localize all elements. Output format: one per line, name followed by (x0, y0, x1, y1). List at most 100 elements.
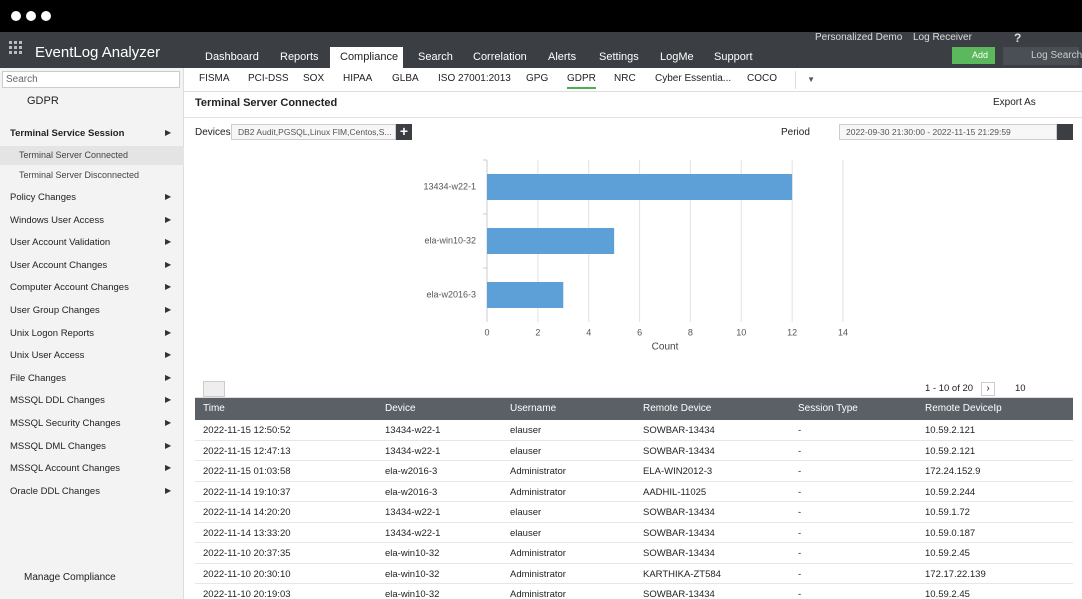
subtab[interactable]: PCI-DSS (248, 73, 289, 84)
column-header[interactable]: Remote Device (643, 403, 712, 414)
sidebar-section[interactable]: Oracle DDL Changes (10, 485, 100, 497)
table-cell: ELA-WIN2012-3 (643, 466, 713, 477)
export-as[interactable]: Export As (993, 97, 1036, 108)
table-row[interactable] (195, 502, 1073, 523)
sidebar-section[interactable]: MSSQL DML Changes (10, 440, 106, 452)
sidebar-section[interactable]: Windows User Access (10, 214, 104, 226)
sidebar-section[interactable]: MSSQL Account Changes (10, 463, 121, 475)
sidebar-back-title[interactable]: GDPR (27, 95, 59, 107)
add-button[interactable]: Add (952, 47, 995, 64)
table-row[interactable] (195, 461, 1073, 482)
table-cell: 2022-11-15 12:47:13 (203, 445, 291, 457)
sidebar-section[interactable]: MSSQL Security Changes (10, 418, 121, 429)
sidebar-section[interactable]: Policy Changes (10, 192, 77, 203)
devices-input[interactable] (231, 124, 396, 140)
nav-tab[interactable]: Search (418, 51, 453, 63)
table-row[interactable] (195, 441, 1073, 461)
subtab[interactable]: Cyber Essentia... (655, 73, 732, 84)
sidebar-section[interactable]: User Group Changes (10, 305, 100, 316)
bar (487, 228, 615, 254)
devices-label: Devices (195, 127, 231, 138)
y-tick-label: ela-w2016-3 (426, 289, 476, 299)
help[interactable]: ? (1014, 31, 1022, 45)
sidebar-section[interactable]: User Account Changes (10, 259, 108, 271)
nav-tab[interactable]: Compliance (340, 51, 399, 63)
log-receiver[interactable]: Log Receiver (913, 32, 972, 43)
table-cell: elauser (510, 425, 542, 436)
table-cell: ela-w2016-3 (385, 466, 438, 477)
sidebar-arrow: ▶ (165, 214, 172, 224)
subtab[interactable]: SOX (303, 73, 325, 84)
nav-tab[interactable]: LogMe (660, 51, 694, 63)
period-input[interactable] (839, 124, 1057, 140)
sidebar-section[interactable]: User Account Validation (10, 237, 111, 249)
subtab[interactable]: ISO 27001:2013 (438, 73, 511, 84)
sidebar-section[interactable]: Unix Logon Reports (10, 327, 94, 339)
table-cell: - (798, 527, 802, 539)
sidebar-section[interactable]: Computer Account Changes (10, 282, 129, 294)
sidebar-section[interactable]: MSSQL DDL Changes (10, 395, 105, 407)
table-cell: 13434-w22-1 (385, 425, 441, 436)
table-cell: - (798, 425, 802, 436)
sidebar-search[interactable] (2, 71, 180, 88)
next-page-button[interactable]: › (981, 382, 995, 396)
sidebar-section[interactable]: File Changes (10, 372, 66, 384)
personalized-demo[interactable]: Personalized Demo (815, 32, 903, 43)
nav-tab[interactable]: Correlation (473, 51, 527, 63)
x-tick-label: 8 (688, 327, 693, 337)
table-row[interactable] (195, 564, 1073, 584)
nav-tab[interactable]: Dashboard (205, 51, 259, 63)
nav-tab[interactable]: Reports (280, 51, 319, 63)
period-label: Period (781, 127, 810, 138)
pagination[interactable]: 1 - 10 of 20 (925, 383, 974, 394)
page-size[interactable]: 10 (1015, 383, 1026, 394)
nav-tab[interactable]: Settings (599, 51, 639, 63)
subtab[interactable]: HIPAA (343, 73, 373, 84)
table-cell: 13434-w22-1 (385, 445, 441, 457)
table-row[interactable] (195, 523, 1073, 543)
sidebar-search-placeholder[interactable]: Search (6, 74, 38, 85)
nav-tab[interactable]: Alerts (548, 51, 577, 63)
sidebar-arrow: ▶ (165, 128, 172, 137)
table-cell: 10.59.0.187 (925, 527, 976, 539)
table-cell: 10.59.2.45 (925, 548, 970, 559)
table-cell: - (798, 568, 802, 580)
sidebar-sub-item[interactable]: Terminal Server Disconnected (19, 170, 140, 180)
table-cell: 10.59.2.121 (925, 445, 976, 457)
table-row[interactable] (195, 482, 1073, 502)
sidebar-footer[interactable]: Manage Compliance (24, 572, 116, 583)
subtab[interactable]: GLBA (392, 73, 419, 84)
subtab[interactable]: GDPR (567, 73, 596, 89)
period-value: 2022-09-30 21:30:00 - 2022-11-15 21:29:5… (846, 127, 1011, 137)
table-row[interactable] (195, 543, 1073, 564)
table-cell: 2022-11-15 12:50:52 (203, 425, 291, 436)
table-row[interactable] (195, 420, 1073, 441)
column-header[interactable]: Session Type (798, 403, 858, 414)
table-cell: 172.17.22.139 (925, 568, 986, 580)
subtab-more[interactable]: ▼ (795, 71, 815, 89)
subtab[interactable]: NRC (614, 73, 636, 84)
sidebar-arrow: ▶ (165, 237, 172, 247)
grid-view-button[interactable] (203, 381, 225, 397)
calendar-button[interactable] (1057, 124, 1073, 140)
sidebar-sub-item[interactable]: Terminal Server Connected (0, 146, 184, 165)
sidebar-arrow: ▶ (165, 192, 172, 201)
table-cell: elauser (510, 445, 542, 457)
apps-icon[interactable] (9, 41, 22, 54)
bar (487, 174, 793, 200)
subtab[interactable]: FISMA (199, 73, 230, 84)
column-header[interactable]: Remote DeviceIp (925, 403, 1002, 414)
nav-tab[interactable]: Support (714, 51, 753, 63)
add-device-button[interactable]: + (396, 124, 412, 140)
x-tick-label: 0 (484, 327, 489, 337)
window-dot (26, 11, 36, 21)
subtab[interactable]: COCO (747, 73, 777, 84)
column-header[interactable]: Time (203, 403, 225, 414)
subtab[interactable]: GPG (526, 73, 549, 84)
column-header[interactable]: Device (385, 403, 416, 414)
log-search[interactable]: Log Search (1003, 47, 1082, 65)
column-header[interactable]: Username (510, 403, 557, 414)
sidebar-group[interactable]: Terminal Service Session (10, 128, 125, 139)
sidebar-section[interactable]: Unix User Access (10, 350, 85, 362)
